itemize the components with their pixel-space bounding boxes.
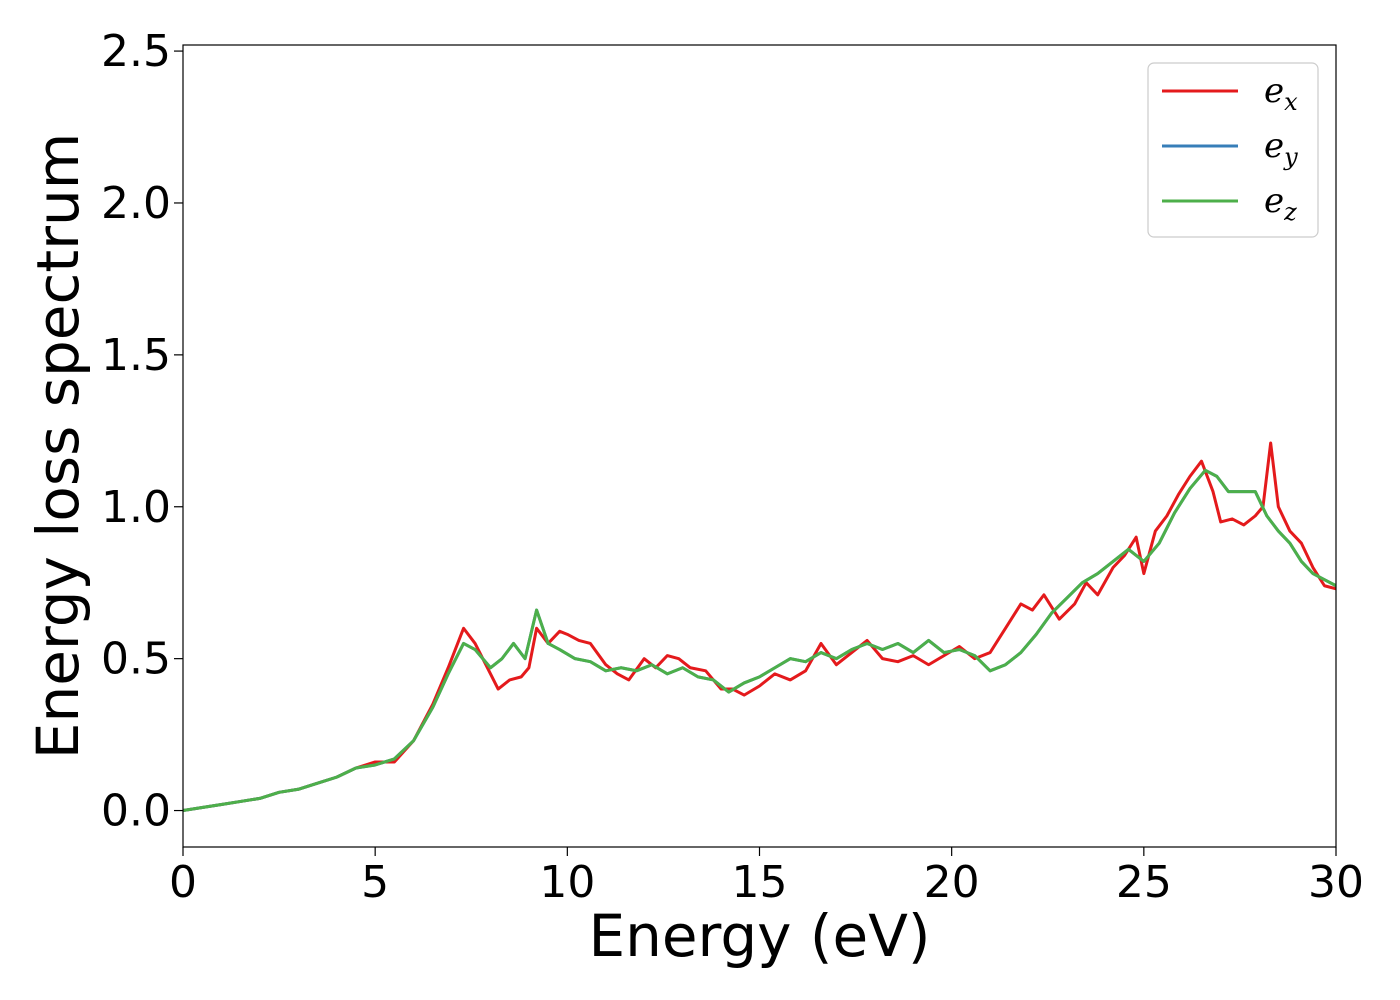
series-line-e_x [183,441,1336,813]
x-tick-label: 30 [1308,857,1364,908]
x-tick-label: 15 [732,857,788,908]
x-tick-label: 25 [1116,857,1172,908]
x-tick-label: 0 [169,857,197,908]
legend: ex ey ez [1147,62,1319,238]
x-axis-title: Energy (eV) [588,902,930,970]
y-axis-title: Energy loss spectrum [24,133,92,759]
series-line-e_z [183,468,1336,813]
y-tick-label: 2.5 [101,26,171,77]
x-tick-label: 5 [361,857,389,908]
y-tick-label: 1.5 [101,330,171,381]
legend-label-e_y: ey [1264,126,1298,171]
x-tick-label: 10 [539,857,595,908]
legend-frame [1147,62,1319,238]
y-tick-label: 0.0 [101,786,171,837]
y-tick-label: 0.5 [101,634,171,685]
legend-label-e_z: ez [1264,181,1297,226]
y-tick-label: 1.0 [101,482,171,533]
y-tick-label: 2.0 [101,178,171,229]
legend-label-e_x: ex [1264,71,1298,116]
x-tick-label: 20 [924,857,980,908]
